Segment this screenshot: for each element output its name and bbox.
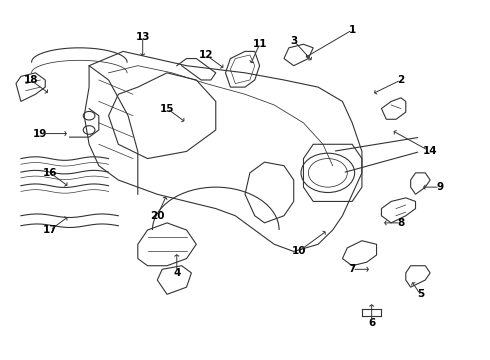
Text: 10: 10 bbox=[292, 247, 306, 256]
Text: 9: 9 bbox=[436, 182, 443, 192]
Text: 3: 3 bbox=[290, 36, 297, 46]
Text: 13: 13 bbox=[135, 32, 150, 42]
Text: 2: 2 bbox=[397, 75, 405, 85]
Text: 20: 20 bbox=[150, 211, 165, 221]
Text: 16: 16 bbox=[43, 168, 57, 178]
Text: 18: 18 bbox=[24, 75, 38, 85]
Text: 14: 14 bbox=[423, 147, 438, 157]
Text: 5: 5 bbox=[417, 289, 424, 299]
Text: 17: 17 bbox=[43, 225, 57, 235]
Text: 7: 7 bbox=[348, 264, 356, 274]
Text: 6: 6 bbox=[368, 318, 375, 328]
Text: 19: 19 bbox=[33, 129, 48, 139]
Text: 12: 12 bbox=[199, 50, 213, 60]
Text: 1: 1 bbox=[348, 25, 356, 35]
Text: 8: 8 bbox=[397, 218, 405, 228]
Text: 11: 11 bbox=[252, 39, 267, 49]
Text: 4: 4 bbox=[173, 268, 180, 278]
Text: 15: 15 bbox=[160, 104, 174, 113]
